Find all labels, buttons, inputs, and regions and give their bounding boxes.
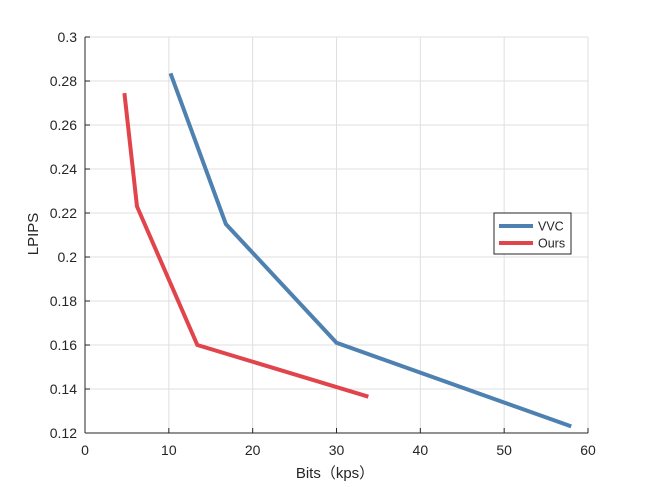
x-tick-label: 50 — [496, 442, 512, 458]
y-tick-label: 0.3 — [58, 29, 78, 45]
y-tick-label: 0.14 — [50, 381, 77, 397]
x-tick-label: 30 — [329, 442, 345, 458]
tick-labels: 0 10 20 30 40 50 60 0.12 0.14 0.16 0.18 0.2 0.22 0.24… — [50, 29, 596, 458]
x-tick-label: 40 — [413, 442, 429, 458]
y-tick-label: 0.18 — [50, 293, 77, 309]
y-tick-label: 0.22 — [50, 205, 77, 221]
x-tick-label: 20 — [245, 442, 261, 458]
y-tick-label: 0.28 — [50, 73, 77, 89]
legend-label-ours: Ours — [538, 237, 565, 251]
y-tick-label: 0.16 — [50, 337, 77, 353]
series-line-vvc — [168, 72, 572, 429]
data-series — [122, 72, 572, 429]
y-tick-label: 0.26 — [50, 117, 77, 133]
y-axis-label: LPIPS — [25, 213, 42, 256]
x-axis-label: Bits（kps） — [296, 465, 374, 482]
x-tick-label: 10 — [161, 442, 177, 458]
x-tick-label: 0 — [81, 442, 89, 458]
axes — [84, 36, 589, 434]
legend: VVC Ours — [493, 212, 572, 255]
y-tick-label: 0.2 — [58, 249, 78, 265]
y-tick-label: 0.12 — [50, 425, 77, 441]
y-tick-label: 0.24 — [50, 161, 77, 177]
legend-box — [493, 212, 572, 255]
series-line-ours — [122, 92, 369, 399]
x-tick-label: 60 — [580, 442, 596, 458]
legend-label-vvc: VVC — [538, 220, 564, 234]
